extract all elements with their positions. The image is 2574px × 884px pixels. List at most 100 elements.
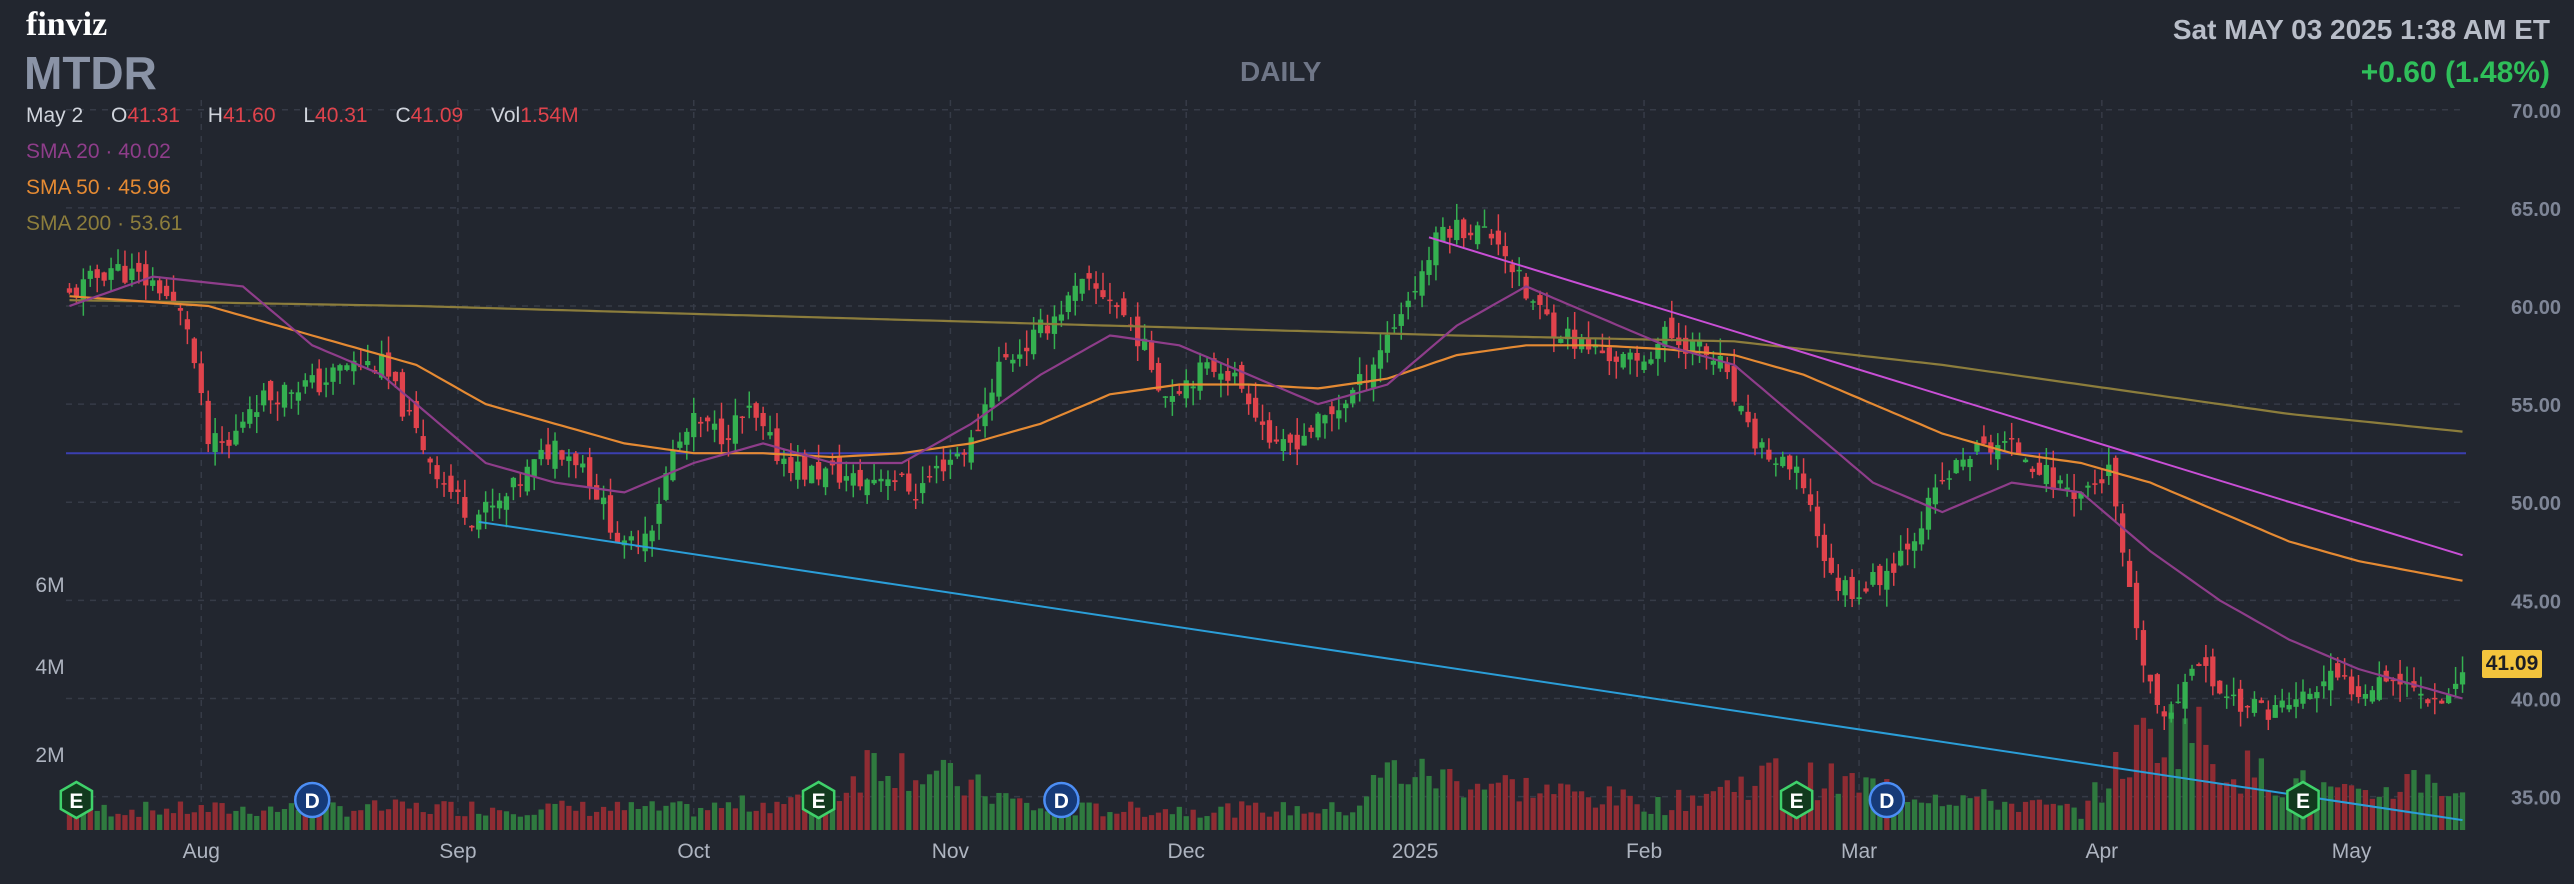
volume-tick-label: 2M [35,744,64,767]
candle-body [1405,300,1411,308]
candle-body [330,367,336,382]
earnings-marker[interactable]: E [801,780,836,820]
candle-body [1530,301,1536,303]
volume-bar [184,813,191,830]
sma20-legend[interactable]: SMA 20 · 40.02 [26,140,171,163]
volume-label: Vol [491,104,521,127]
x-tick-label: 2025 [1392,840,1439,863]
volume-bar [247,813,253,830]
volume-bar [1239,801,1245,830]
volume-bar [2009,803,2015,830]
candle-body [1225,370,1231,381]
volume-bar [1474,783,1481,830]
volume-bar [2369,798,2375,830]
volume-bar [157,814,163,830]
candle-body [2126,560,2133,587]
candle-body [2217,680,2223,694]
volume-bar [2161,757,2167,830]
volume-bar [871,753,877,830]
candle-body [1301,435,1307,446]
volume-value: 1.54M [520,104,579,127]
earnings-marker[interactable]: E [59,780,94,820]
x-tick-label: Nov [932,840,970,863]
candle-body [2376,677,2382,700]
volume-bar [1148,815,1155,830]
candle-body [1266,420,1273,443]
candle-body [1724,363,1730,373]
volume-bar [760,802,766,830]
volume-bar [1308,812,1314,830]
candle-body [1863,588,1869,592]
candle-body [2335,663,2341,678]
candle-body [1925,497,1932,530]
volume-bar [365,804,371,830]
volume-bar [240,806,246,830]
volume-bar [496,810,503,830]
volume-bar [136,816,142,830]
volume-bar [885,775,891,830]
candle-body [1058,314,1065,321]
volume-bar [2446,796,2452,830]
candle-body [1509,264,1515,273]
volume-bar [961,795,967,830]
candle-body [711,423,718,430]
candle-body [704,417,711,422]
earnings-marker[interactable]: E [2286,780,2320,820]
volume-bar [829,795,836,830]
volume-bar [1121,811,1127,830]
dividend-marker[interactable]: D [1043,781,1080,819]
sma50-label: SMA 50 [26,176,100,199]
candle-body [691,412,697,438]
candle-body [1065,295,1071,313]
volume-bar [2362,790,2369,830]
x-tick-label: Mar [1841,840,1877,863]
candle-body [2328,670,2334,691]
earnings-marker[interactable]: E [1779,780,1814,820]
low-value: 40.31 [315,104,368,127]
candle-body [2203,657,2209,666]
volume-bar [2154,762,2160,830]
y-tick-label: 55.00 [2511,395,2561,417]
volume-bar [1939,806,1945,830]
volume-bar [1079,802,1085,830]
svg-text:E: E [2296,790,2310,813]
candle-body [857,469,863,487]
candle-body [2036,462,2043,475]
volume-bar [1558,783,1564,830]
sma50-value: 45.96 [118,176,171,199]
finviz-logo[interactable]: finviz [26,6,108,43]
candle-body [2147,674,2154,682]
candle-body [191,338,197,364]
candle-body [1558,338,1564,343]
candle-body [1440,226,1446,242]
volume-bar [1426,775,1432,830]
candle-body [996,361,1002,397]
volume-bar [233,810,239,830]
volume-bar [1183,816,1189,830]
dividend-marker[interactable]: D [293,781,331,819]
candle-body [2099,479,2105,484]
candle-body [1093,283,1099,289]
volume-tick-label: 6M [35,574,64,597]
sma50-legend[interactable]: SMA 50 · 45.96 [26,176,171,199]
candle-body [1814,506,1821,537]
y-tick-label: 60.00 [2511,297,2561,319]
candle-body [2362,693,2369,699]
candle-body [2397,673,2403,685]
candle-body [1461,219,1467,239]
volume-bar [670,802,676,830]
volume-bar [177,801,184,830]
candle-body [2286,704,2292,710]
volume-bar [1911,799,1918,830]
candle-body [2432,697,2438,700]
volume-bar [1995,809,2001,830]
volume-bar [1967,798,1973,830]
sma200-legend[interactable]: SMA 200 · 53.61 [26,212,183,235]
volume-bar [691,816,697,830]
volume-bar [392,799,399,830]
volume-bar [2182,718,2188,830]
dividend-marker[interactable]: D [1868,781,1906,819]
candle-body [101,272,107,281]
volume-bar [2099,802,2105,830]
